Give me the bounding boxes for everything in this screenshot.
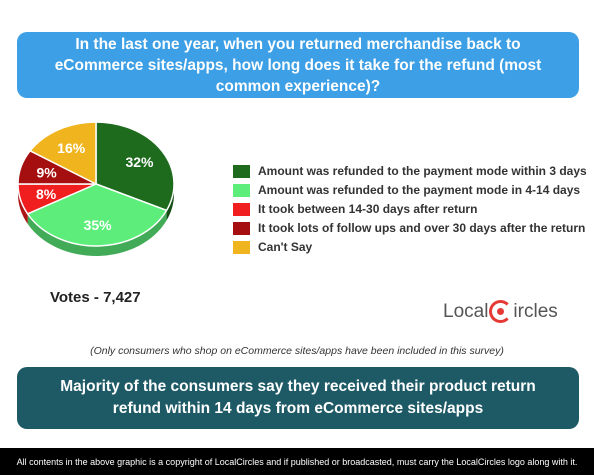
legend-swatch [233,202,250,216]
conclusion-banner: Majority of the consumers say they recei… [17,367,579,429]
question-text: In the last one year, when you returned … [54,35,542,95]
legend-label: Can't Say [258,240,313,254]
legend-swatch [233,221,250,235]
localcircles-logo: Local ircles [443,300,558,323]
legend-item: Amount was refunded to the payment mode … [233,181,587,199]
pie-slice-side [18,184,28,224]
question-banner: In the last one year, when you returned … [17,32,579,98]
pie-slice-side [27,210,167,256]
legend-label: Amount was refunded to the payment mode … [258,183,581,197]
pie-slice-label: 9% [36,165,57,181]
pie-slice-side [166,184,174,221]
survey-note: (Only consumers who shop on eCommerce si… [90,345,504,357]
logo-text-local: Local [443,300,489,322]
legend-item: Can't Say [233,238,587,256]
legend-item: Amount was refunded to the payment mode … [233,162,587,180]
pie-slice [28,121,97,186]
legend-swatch [233,164,250,178]
logo-text-circles: ircles [513,300,558,322]
logo-circle-icon [489,300,513,323]
chart-legend: Amount was refunded to the payment mode … [233,162,587,257]
copyright-footer: All contents in the above graphic is a c… [0,448,594,475]
pie-slice [95,121,175,212]
pie-slice-label: 35% [84,217,113,233]
legend-label: Amount was refunded to the payment mode … [258,164,587,178]
legend-swatch [233,240,250,254]
legend-label: It took between 14-30 days after return [258,202,478,216]
legend-label: It took lots of follow ups and over 30 d… [258,221,586,235]
legend-item: It took between 14-30 days after return [233,200,587,218]
copyright-text: All contents in the above graphic is a c… [16,456,578,467]
pie-slice-label: 16% [57,140,86,156]
pie-slice-label: 8% [36,186,57,202]
pie-chart: 32% 35% 8% 9%16% [17,121,175,256]
conclusion-text: Majority of the consumers say they recei… [60,378,536,417]
legend-item: It took lots of follow ups and over 30 d… [233,219,587,237]
legend-swatch [233,183,250,197]
pie-slice-label: 32% [125,154,154,170]
votes-count: Votes - 7,427 [50,289,141,306]
